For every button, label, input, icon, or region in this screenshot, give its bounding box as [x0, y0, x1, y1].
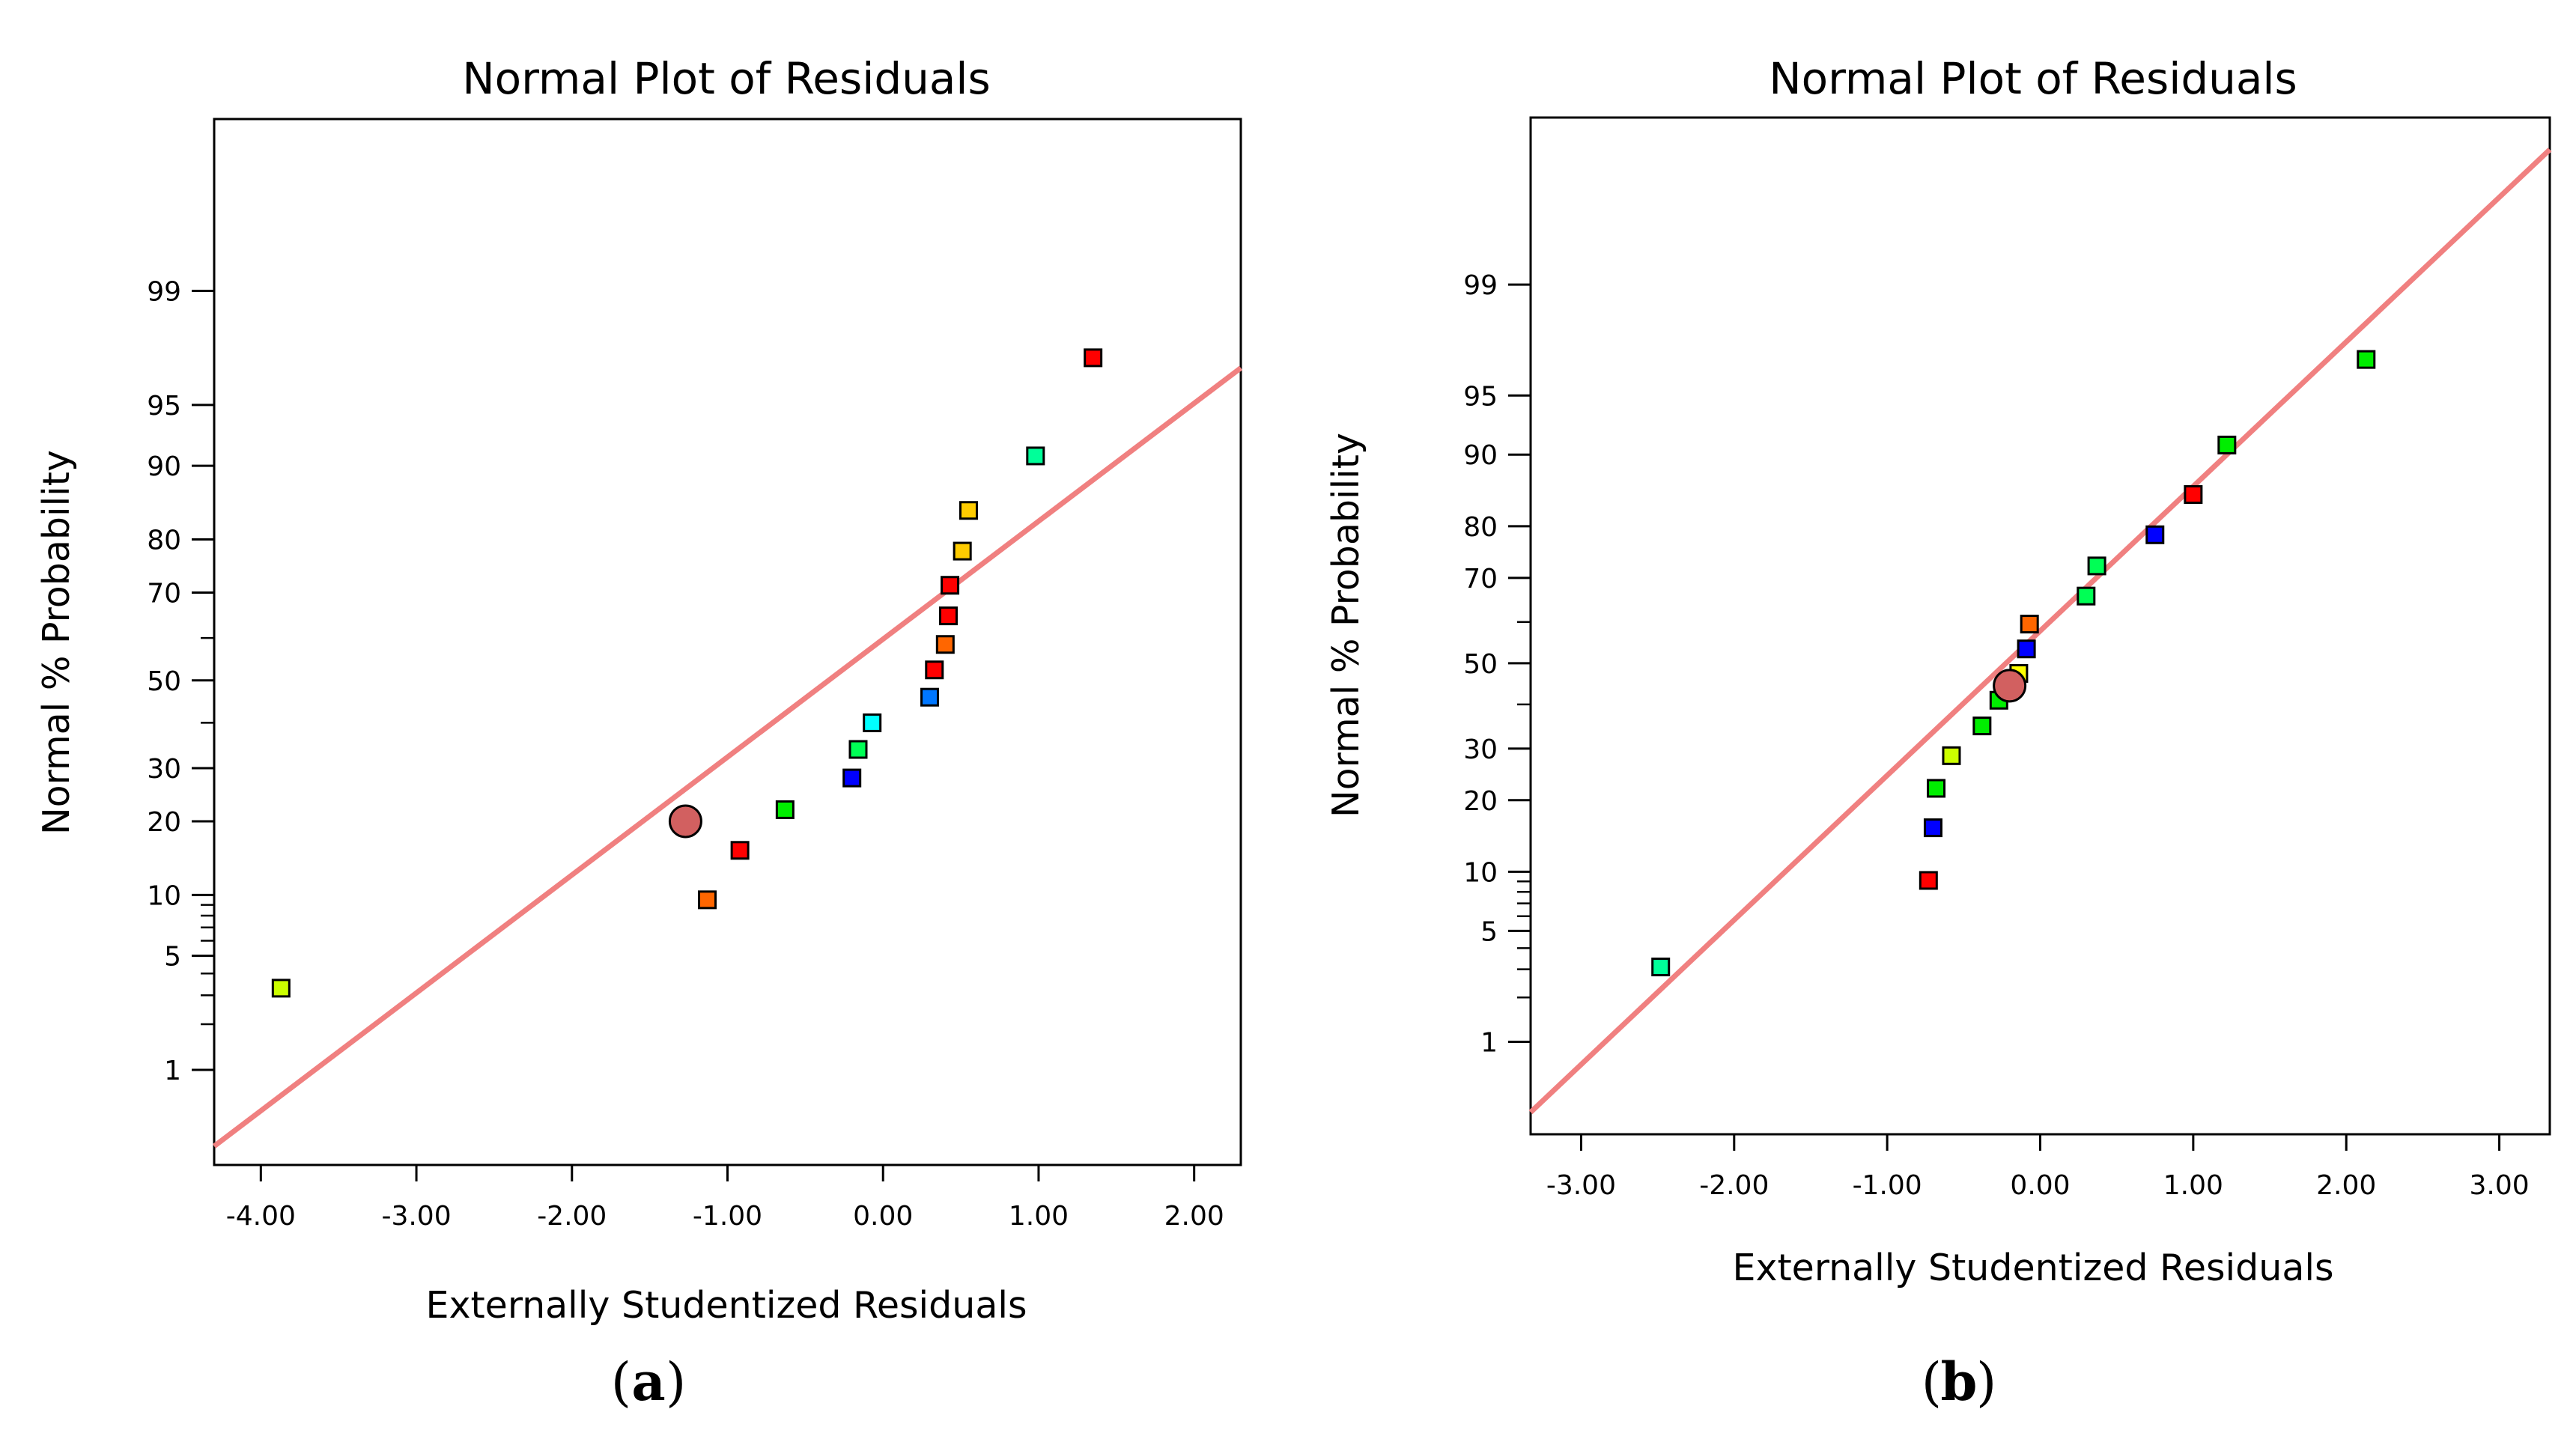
y-tick-label: 80 — [147, 526, 181, 556]
x-tick-label: -1.00 — [693, 1201, 762, 1232]
data-point — [1085, 350, 1102, 366]
y-tick-label: 30 — [1463, 734, 1498, 765]
data-point — [937, 636, 953, 653]
y-tick-label: 70 — [1463, 564, 1498, 594]
y-tick-label: 5 — [164, 942, 181, 973]
reference-line — [1531, 150, 2550, 1113]
x-tick-label: 1.00 — [2163, 1170, 2223, 1201]
y-tick-label: 90 — [1463, 440, 1498, 471]
data-point — [1925, 820, 1941, 836]
y-tick-label: 70 — [147, 578, 181, 609]
data-point — [2018, 641, 2035, 657]
reference-line — [214, 368, 1241, 1146]
caption-open-paren: ( — [611, 1351, 631, 1413]
caption-letter: a — [631, 1351, 665, 1413]
data-point — [777, 801, 793, 818]
y-tick-label: 1 — [164, 1056, 181, 1086]
caption-close-paren: ) — [1976, 1351, 1996, 1413]
caption-open-paren: ( — [1922, 1351, 1942, 1413]
x-tick-label: 3.00 — [2469, 1170, 2529, 1201]
y-tick-label: 99 — [1463, 270, 1498, 301]
x-tick-label: -4.00 — [226, 1201, 296, 1232]
x-tick-label: 0.00 — [2010, 1170, 2070, 1201]
x-tick-label: -3.00 — [1546, 1170, 1616, 1201]
data-point — [732, 842, 748, 859]
x-tick-label: 2.00 — [2316, 1170, 2376, 1201]
data-point — [922, 689, 938, 705]
y-tick-label: 20 — [1463, 786, 1498, 817]
data-point — [940, 608, 956, 624]
y-tick-label: 95 — [147, 391, 181, 422]
y-axis-label: Normal % Probability — [35, 450, 78, 835]
y-tick-label: 1 — [1480, 1028, 1498, 1059]
data-point — [942, 577, 959, 594]
y-tick-label: 5 — [1480, 916, 1498, 947]
data-point — [926, 662, 943, 678]
chart-title: Normal Plot of Residuals — [1769, 53, 2297, 104]
data-point — [2219, 436, 2235, 453]
data-point — [1974, 718, 1990, 734]
data-point — [2185, 487, 2202, 503]
normal-plot-b: Normal Plot of Residuals Externally Stud… — [1288, 0, 2576, 1430]
y-tick-label: 99 — [147, 277, 181, 308]
x-tick-label: 2.00 — [1164, 1201, 1224, 1232]
plot-area: -4.00 -3.00 -2.00 -1.00 0.00 1.00 2.00 1 5 10 20 30… — [147, 119, 1241, 1232]
data-point — [1653, 959, 1669, 976]
normal-plot-a: Normal Plot of Residuals Externally Stud… — [0, 0, 1288, 1430]
y-tick-label: 50 — [147, 666, 181, 697]
data-point — [2078, 588, 2094, 604]
chart-panel-a: Normal Plot of Residuals Externally Stud… — [0, 0, 1288, 1430]
plot-area: -3.00 -2.00 -1.00 0.00 1.00 2.00 3.00 1 5 10 20 30 5… — [1463, 118, 2550, 1201]
data-point — [2089, 558, 2105, 574]
data-point — [1920, 872, 1936, 889]
data-point — [273, 980, 289, 997]
y-axis-label: Normal % Probability — [1325, 433, 1367, 818]
data-point — [2147, 526, 2163, 543]
caption-letter: b — [1941, 1351, 1978, 1413]
x-tick-label: -1.00 — [1853, 1170, 1922, 1201]
data-point — [2021, 616, 2038, 633]
data-point — [960, 502, 976, 519]
y-tick-label: 10 — [147, 880, 181, 911]
data-point — [954, 543, 970, 559]
x-axis-label: Externally Studentized Residuals — [1733, 1247, 2334, 1289]
caption-close-paren: ) — [666, 1351, 686, 1413]
y-tick-label: 90 — [147, 451, 181, 482]
data-point — [1928, 780, 1945, 797]
x-tick-label: -2.00 — [537, 1201, 607, 1232]
figure-caption: ( b ) — [1922, 1351, 1997, 1413]
x-tick-label: 0.00 — [853, 1201, 913, 1232]
y-tick-label: 80 — [1463, 512, 1498, 543]
data-point — [2358, 351, 2375, 368]
data-point — [699, 892, 715, 908]
plot-frame — [1531, 118, 2550, 1134]
x-tick-label: -2.00 — [1699, 1170, 1769, 1201]
data-point — [864, 714, 881, 731]
data-point — [1027, 448, 1044, 464]
highlight-point — [1994, 670, 2026, 702]
y-tick-label: 20 — [147, 807, 181, 838]
highlight-point — [669, 806, 701, 837]
x-axis-label: Externally Studentized Residuals — [426, 1284, 1027, 1327]
y-tick-label: 50 — [1463, 649, 1498, 680]
figure-caption: ( a ) — [611, 1351, 687, 1413]
x-tick-label: 1.00 — [1009, 1201, 1069, 1232]
y-tick-label: 30 — [147, 754, 181, 785]
y-tick-label: 95 — [1463, 381, 1498, 412]
chart-panel-b: Normal Plot of Residuals Externally Stud… — [1288, 0, 2576, 1430]
data-point — [844, 770, 860, 786]
chart-title: Normal Plot of Residuals — [462, 53, 991, 104]
y-tick-label: 10 — [1463, 857, 1498, 888]
plot-frame — [214, 119, 1241, 1165]
data-point — [850, 741, 866, 758]
data-point — [1943, 747, 1960, 764]
x-tick-label: -3.00 — [381, 1201, 451, 1232]
